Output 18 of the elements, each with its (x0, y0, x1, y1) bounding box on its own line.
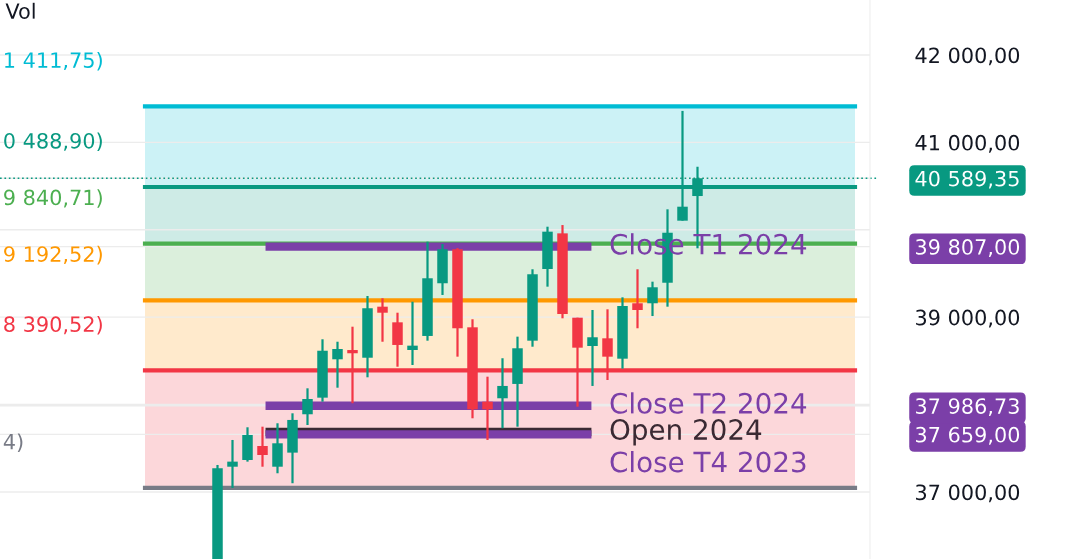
band-label: 8 390,52) (4, 315, 102, 335)
y-tick-label: 41 000,00 (915, 134, 1020, 153)
y-tick-label: 42 000,00 (915, 47, 1020, 66)
y-tick-label: 37 659,00 (916, 426, 1020, 445)
y-tick-label: 37 986,73 (916, 398, 1019, 417)
ref-line-label: Open 2024 (610, 419, 762, 446)
annotation: Vol (5, 2, 35, 19)
y-tick-label: 40 589,35 (915, 170, 1019, 189)
y-tick-label: 37 000,00 (916, 484, 1020, 503)
band-label: 0 488,90) (4, 132, 102, 152)
y-tick-label: 39 000,00 (916, 309, 1020, 328)
band-label: 1 411,75) (5, 51, 102, 71)
band-label: 9 192,52) (4, 245, 102, 265)
band-label: 9 840,71) (4, 189, 102, 208)
ref-line-label: Close T2 2024 (610, 392, 807, 414)
ref-line-label: Close T4 2023 (610, 450, 806, 473)
y-tick-label: 39 807,00 (916, 239, 1020, 257)
annotation: 4) (3, 433, 23, 452)
